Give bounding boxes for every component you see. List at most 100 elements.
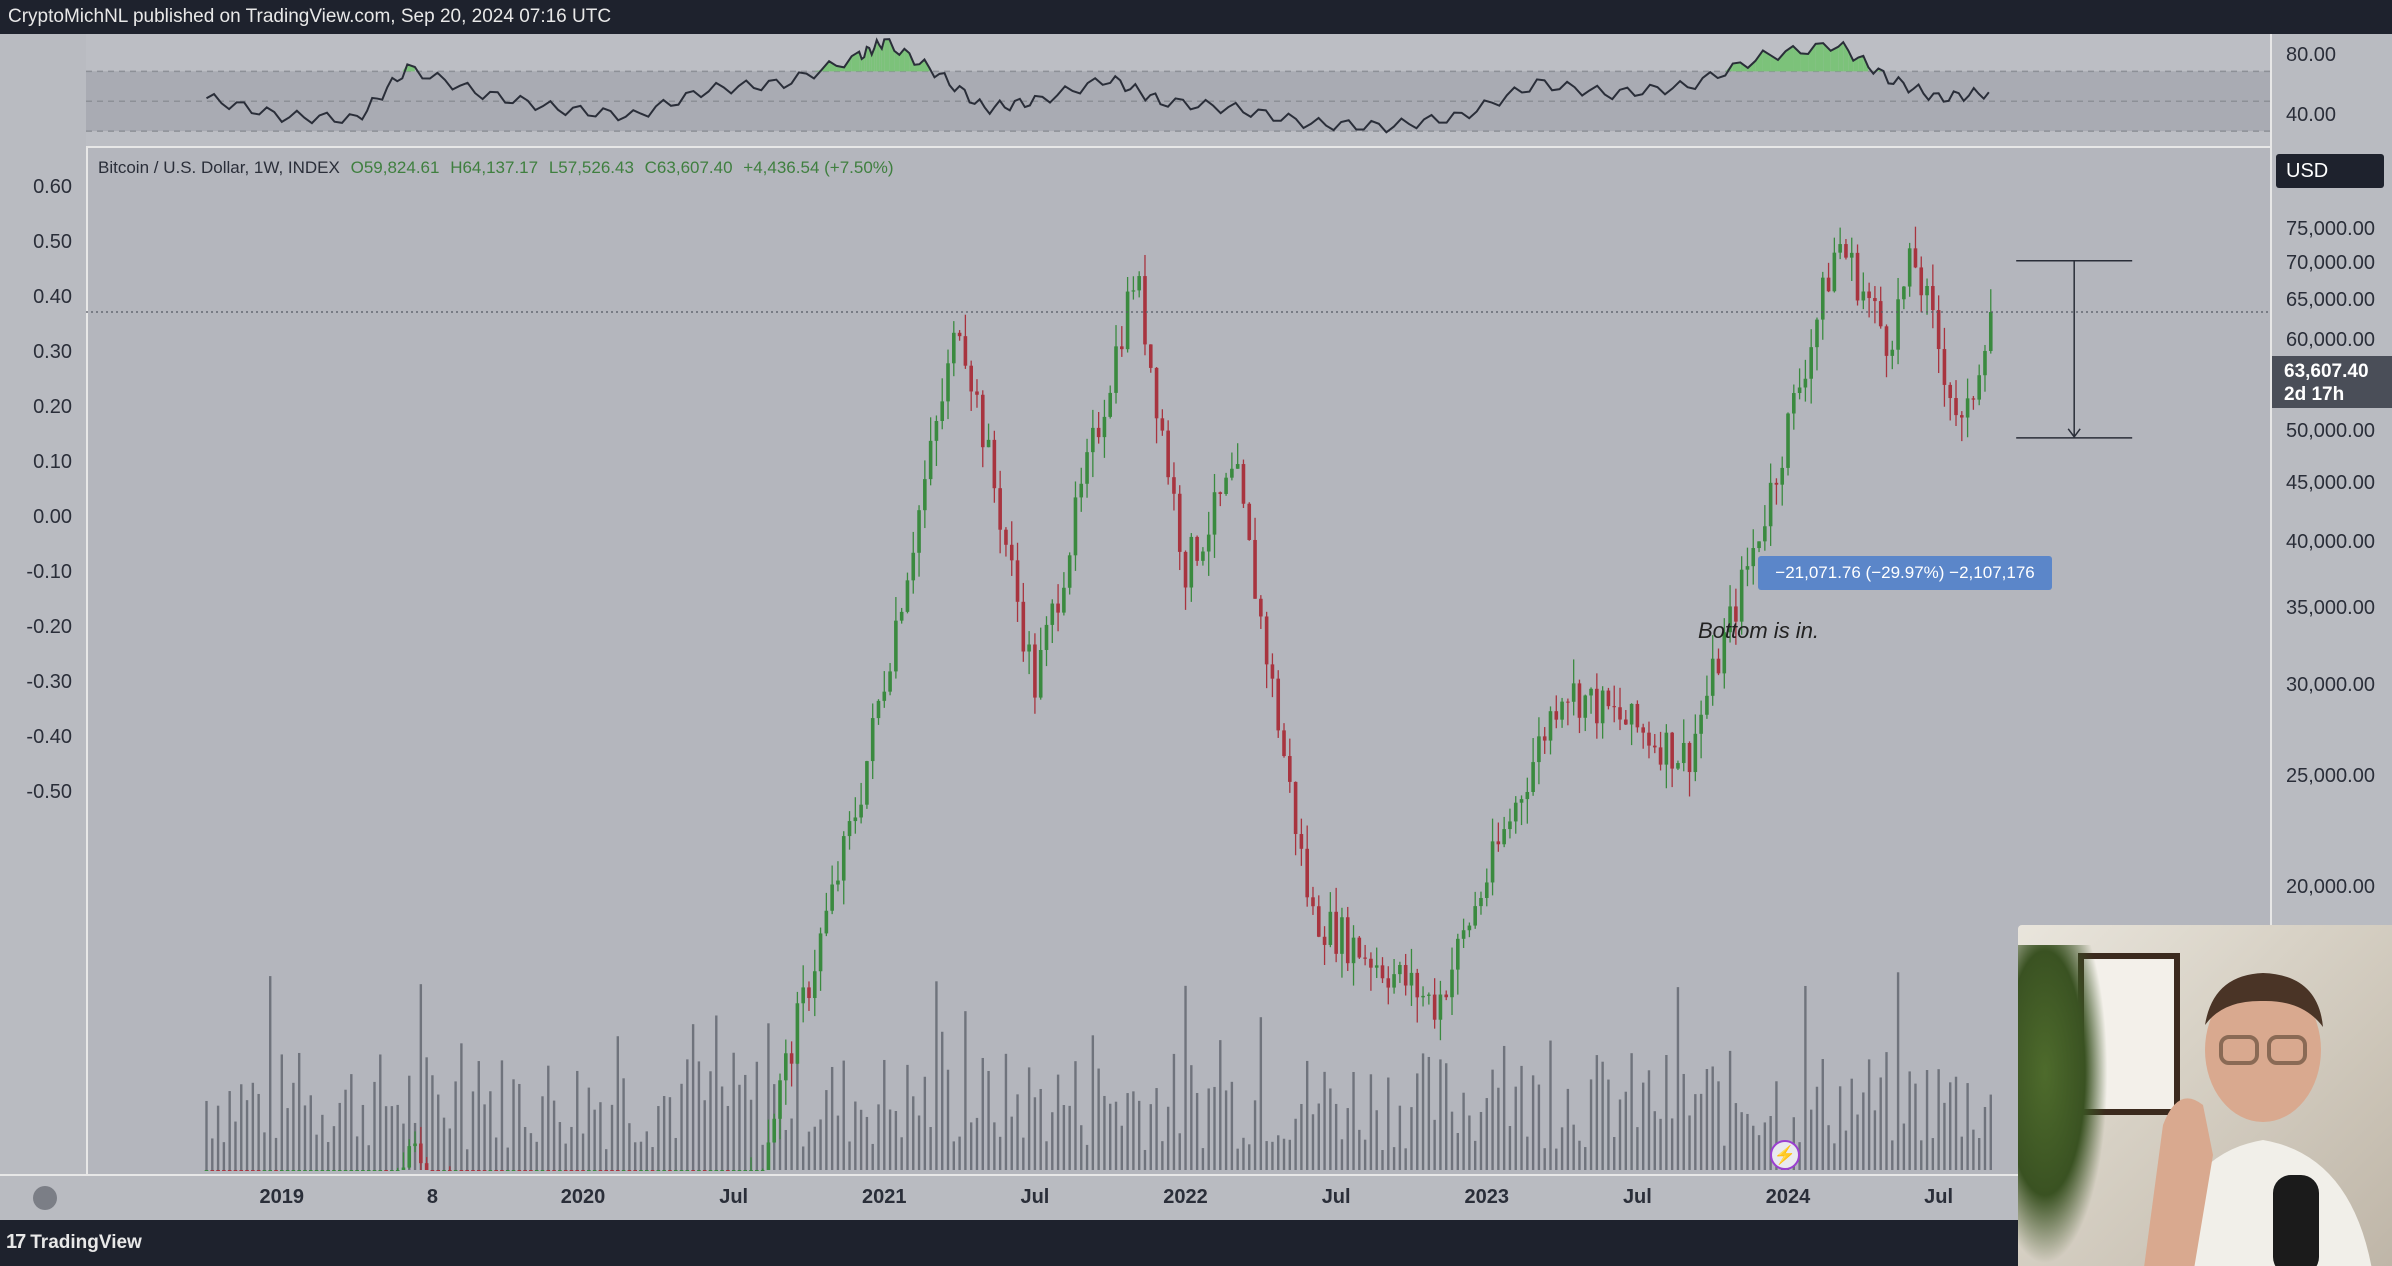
candle-body — [691, 1170, 695, 1171]
candle-body — [836, 880, 840, 885]
candle-body — [1201, 551, 1205, 561]
currency-button[interactable]: USD — [2276, 154, 2384, 188]
volume-bar — [1201, 1148, 1205, 1170]
time-axis-tick: 2019 — [259, 1186, 305, 1208]
candle-body — [1954, 398, 1958, 416]
volume-bar — [1560, 1127, 1564, 1170]
volume-bar — [732, 1052, 735, 1170]
volume-bar — [303, 1105, 307, 1170]
publish-header: CryptoMichNL published on TradingView.co… — [0, 0, 2392, 34]
volume-bar — [1248, 1144, 1251, 1170]
candle-body — [1415, 972, 1420, 998]
candle-body — [222, 1170, 226, 1171]
candle-body — [778, 1080, 782, 1119]
candle-body — [1977, 375, 1981, 400]
price-axis-tick: 65,000.00 — [2286, 289, 2375, 312]
volume-bar — [1682, 1073, 1685, 1170]
volume-bar — [1578, 1140, 1581, 1170]
candle-body — [598, 1170, 603, 1171]
volume-bar — [964, 1011, 967, 1170]
candle-body — [1224, 477, 1228, 494]
candle-body — [789, 1053, 794, 1064]
candle-body — [1467, 925, 1472, 931]
volume-bar — [1213, 1086, 1216, 1170]
candle-body — [1085, 452, 1089, 484]
volume-bar — [1699, 1093, 1703, 1170]
volume-bar — [1022, 1137, 1025, 1170]
annotation-text[interactable]: Bottom is in. — [1698, 618, 1820, 643]
measure-label[interactable]: −21,071.76 (−29.97%) −2,107,176 — [1758, 556, 2052, 590]
volume-bar — [280, 1054, 284, 1170]
volume-bar — [749, 1099, 753, 1170]
lightning-icon[interactable]: ⚡ — [1770, 1140, 1800, 1170]
volume-bar — [1045, 1141, 1048, 1170]
candle-body — [453, 1170, 458, 1171]
volume-bar — [813, 1126, 816, 1170]
time-axis-tick: Jul — [1020, 1186, 1050, 1208]
volume-bar — [1149, 1104, 1152, 1170]
volume-bar — [674, 1137, 677, 1170]
rsi-overbought-fill — [894, 50, 900, 72]
volume-bar — [355, 1136, 359, 1170]
price-pane[interactable]: Bitcoin / U.S. Dollar, 1W, INDEX O59,824… — [86, 148, 2270, 1172]
candle-body — [1484, 882, 1489, 898]
rsi-overbought-fill — [1755, 50, 1763, 72]
tradingview-logo[interactable]: 17 TradingView — [6, 1231, 142, 1254]
candle-body — [1936, 310, 1941, 350]
legend-open: O59,824.61 — [350, 158, 440, 177]
volume-bar — [1132, 1091, 1135, 1170]
axis-corner[interactable] — [0, 1174, 86, 1222]
volume-bar — [1983, 1106, 1987, 1170]
candle-body — [952, 332, 956, 364]
candle-body — [1832, 252, 1837, 292]
volume-bar — [1126, 1093, 1129, 1170]
candle-body — [1965, 398, 1970, 418]
rsi-pane[interactable] — [86, 34, 2270, 148]
candle-body — [361, 1170, 365, 1171]
volume-bar — [431, 1075, 434, 1170]
candle-body — [563, 1170, 568, 1171]
left-axis-tick: 0.50 — [33, 231, 72, 253]
legend-close: C63,607.40 — [644, 158, 733, 177]
last-price-value: 63,607.40 — [2284, 361, 2369, 382]
volume-bar — [1114, 1101, 1118, 1170]
volume-bar — [286, 1108, 289, 1170]
volume-bar — [437, 1094, 440, 1170]
volume-bar — [1334, 1103, 1338, 1170]
volume-bar — [1439, 1059, 1442, 1170]
volume-bar — [894, 1110, 898, 1170]
volume-bar — [1051, 1112, 1054, 1170]
candle-body — [1583, 695, 1588, 718]
candle-body — [592, 1170, 597, 1171]
rsi-overbought-fill — [1830, 46, 1839, 72]
time-axis-tick: 2023 — [1464, 1186, 1510, 1208]
candle-body — [1432, 994, 1437, 1020]
rsi-line — [206, 37, 1990, 134]
candle-body — [332, 1170, 336, 1171]
rsi-overbought-fill — [1848, 50, 1854, 72]
volume-bar — [1091, 1035, 1095, 1170]
volume-bar — [564, 1143, 567, 1170]
candle-body — [1340, 917, 1344, 954]
volume-bar — [587, 1087, 591, 1170]
candle-body — [650, 1170, 655, 1171]
volume-bar — [1450, 1111, 1454, 1170]
candle-body — [1369, 958, 1373, 968]
candle-body — [841, 836, 846, 881]
volume-bar — [1080, 1125, 1083, 1170]
volume-bar — [1219, 1040, 1222, 1170]
candle-body — [1595, 688, 1599, 724]
candle-body — [1108, 392, 1113, 417]
candle-body — [1102, 416, 1107, 438]
left-percent-axis[interactable]: 0.60 0.50 0.40 0.30 0.20 0.10 0.00 -0.10 -0.20 -0… — [0, 34, 88, 1174]
volume-bar — [1688, 1115, 1691, 1170]
candle-body — [1734, 606, 1738, 622]
volume-bar — [1253, 1100, 1257, 1170]
settings-dot-icon[interactable] — [33, 1186, 57, 1210]
time-axis[interactable]: 2019 8 2020 Jul 2021 Jul 2022 Jul 2023 Jul 2024 Jul… — [86, 1174, 2270, 1222]
volume-bar — [854, 1101, 857, 1170]
volume-bar — [1746, 1113, 1749, 1170]
rsi-overbought-fill — [1815, 43, 1824, 72]
volume-bar — [1398, 1105, 1402, 1170]
candle-body — [737, 1170, 742, 1171]
